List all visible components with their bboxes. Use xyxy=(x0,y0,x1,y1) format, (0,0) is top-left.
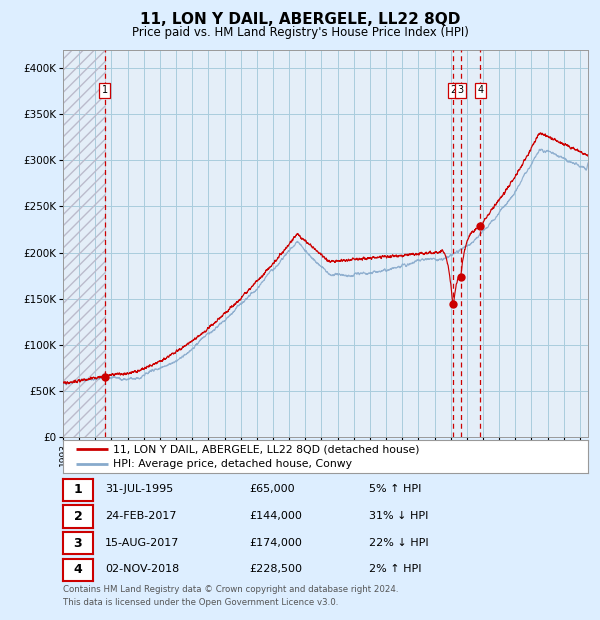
Text: 2: 2 xyxy=(74,510,82,523)
Text: 3: 3 xyxy=(74,537,82,549)
Text: 2% ↑ HPI: 2% ↑ HPI xyxy=(369,564,421,575)
Text: Price paid vs. HM Land Registry's House Price Index (HPI): Price paid vs. HM Land Registry's House … xyxy=(131,26,469,39)
Text: 24-FEB-2017: 24-FEB-2017 xyxy=(105,511,176,521)
Bar xyxy=(63,50,104,437)
Text: 4: 4 xyxy=(478,86,484,95)
Text: HPI: Average price, detached house, Conwy: HPI: Average price, detached house, Conw… xyxy=(113,459,352,469)
Text: £174,000: £174,000 xyxy=(249,538,302,548)
Text: 22% ↓ HPI: 22% ↓ HPI xyxy=(369,538,428,548)
Text: £144,000: £144,000 xyxy=(249,511,302,521)
Text: £65,000: £65,000 xyxy=(249,484,295,495)
Text: Contains HM Land Registry data © Crown copyright and database right 2024.: Contains HM Land Registry data © Crown c… xyxy=(63,585,398,595)
Text: 02-NOV-2018: 02-NOV-2018 xyxy=(105,564,179,575)
Text: 31% ↓ HPI: 31% ↓ HPI xyxy=(369,511,428,521)
Text: 1: 1 xyxy=(74,484,82,496)
Text: 11, LON Y DAIL, ABERGELE, LL22 8QD (detached house): 11, LON Y DAIL, ABERGELE, LL22 8QD (deta… xyxy=(113,444,419,454)
Text: 3: 3 xyxy=(458,86,464,95)
Text: 1: 1 xyxy=(101,86,107,95)
Text: 31-JUL-1995: 31-JUL-1995 xyxy=(105,484,173,495)
Text: £228,500: £228,500 xyxy=(249,564,302,575)
Text: 11, LON Y DAIL, ABERGELE, LL22 8QD: 11, LON Y DAIL, ABERGELE, LL22 8QD xyxy=(140,12,460,27)
Text: 2: 2 xyxy=(450,86,456,95)
Text: 4: 4 xyxy=(74,564,82,576)
Text: 15-AUG-2017: 15-AUG-2017 xyxy=(105,538,179,548)
Text: 5% ↑ HPI: 5% ↑ HPI xyxy=(369,484,421,495)
Text: This data is licensed under the Open Government Licence v3.0.: This data is licensed under the Open Gov… xyxy=(63,598,338,608)
